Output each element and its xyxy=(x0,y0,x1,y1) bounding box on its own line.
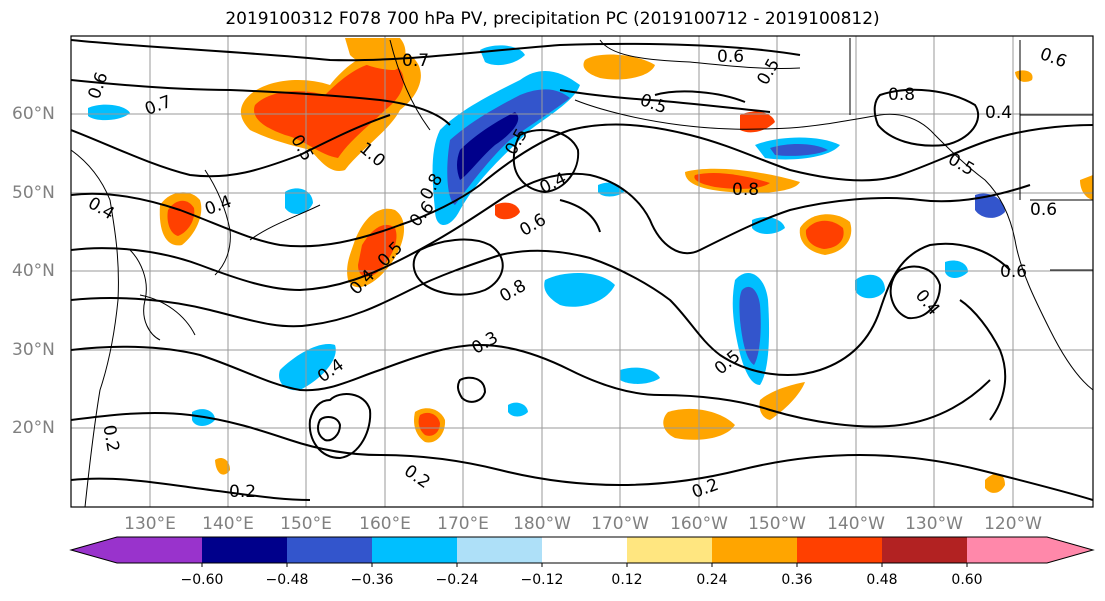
precip-negative-core xyxy=(457,112,519,180)
precip-negative-area xyxy=(508,402,528,417)
colorbar-tick-label: 0.48 xyxy=(866,572,898,588)
precip-negative-mid xyxy=(770,144,828,156)
precip-positive-area xyxy=(985,473,1005,493)
colorbar-tick-label: −0.60 xyxy=(180,572,224,588)
contour-label: 0.6 xyxy=(1037,44,1069,72)
precip-negative-mid xyxy=(447,89,570,205)
colorbar-tick-label: 0.36 xyxy=(781,572,813,588)
colorbar-tick-label: −0.36 xyxy=(350,572,394,588)
contour-label: 0.6 xyxy=(516,210,549,241)
contour-label: 0.5 xyxy=(753,55,784,88)
precip-positive-core xyxy=(254,62,404,159)
precip-negative-area xyxy=(544,273,615,307)
precip-positive-area xyxy=(740,111,775,133)
colorbar-outline xyxy=(69,536,1095,564)
lon-label: 160°E xyxy=(359,514,411,534)
precip-negative-area xyxy=(88,104,130,121)
precip-positive-core xyxy=(418,412,440,436)
contour-label: 0.2 xyxy=(400,461,434,493)
lat-label: 30°N xyxy=(12,340,55,360)
colorbar-tick-label: 0.60 xyxy=(951,572,983,588)
precip-negative-area xyxy=(279,344,336,391)
graticule xyxy=(71,36,1093,507)
lon-label: 120°W xyxy=(984,514,1042,534)
lat-label: 50°N xyxy=(12,183,55,203)
colorbar-segment xyxy=(372,537,457,563)
colorbar-tick-label: 0.12 xyxy=(611,572,643,588)
precip-positive-area xyxy=(583,54,655,80)
map-frame xyxy=(70,35,1094,508)
colorbar-segment xyxy=(967,537,1047,563)
pv-contours xyxy=(71,39,1093,501)
precip-negative-area xyxy=(855,274,885,299)
lon-label: 150°W xyxy=(748,514,806,534)
contour-label: 0.6 xyxy=(85,70,113,102)
precip-negative-area xyxy=(975,193,1005,218)
colorbar-segment xyxy=(712,537,797,563)
precip-negative-area xyxy=(620,367,660,384)
contour-label: 0.4 xyxy=(985,103,1012,123)
colorbar-segment xyxy=(542,537,627,563)
precip-positive-area xyxy=(1080,175,1093,200)
lat-label: 20°N xyxy=(12,418,55,438)
precip-positive-core xyxy=(805,220,844,249)
precip-positive-core xyxy=(167,200,195,236)
lat-label: 40°N xyxy=(12,261,55,281)
contour-label: 0.2 xyxy=(98,423,122,453)
lon-label: 150°E xyxy=(280,514,332,534)
lat-label: 60°N xyxy=(12,104,55,124)
contour-label: 0.8 xyxy=(732,180,759,200)
contour-label: 0.3 xyxy=(468,328,501,359)
precip-positive-area xyxy=(215,458,230,475)
precip-shading xyxy=(88,38,1093,493)
precip-positive-core xyxy=(358,224,397,277)
lon-label: 140°E xyxy=(202,514,254,534)
colorbar-extend-high xyxy=(1047,537,1093,563)
contour-label: 0.7 xyxy=(402,51,429,71)
lon-label: 140°W xyxy=(827,514,885,534)
precip-negative-mid xyxy=(739,286,761,365)
contour-label: 0.6 xyxy=(1000,262,1027,282)
colorbar-segment xyxy=(797,537,882,563)
contour-label: 0.8 xyxy=(496,276,529,307)
precip-positive-area xyxy=(495,202,520,220)
precip-positive-area xyxy=(1015,70,1033,82)
precip-negative-area xyxy=(752,217,785,234)
lon-label: 170°W xyxy=(591,514,649,534)
contour-label: 0.6 xyxy=(717,47,744,67)
precip-positive-area xyxy=(345,38,406,70)
colorbar-segment xyxy=(627,537,712,563)
map-title: 2019100312 F078 700 hPa PV, precipitatio… xyxy=(225,9,880,29)
contour-label: 0.7 xyxy=(142,92,174,120)
colorbar-tick-label: −0.24 xyxy=(435,572,479,588)
contour-label: 0.8 xyxy=(888,85,915,105)
precip-negative-area xyxy=(945,260,968,278)
contour-label: 0.2 xyxy=(229,482,256,502)
contour-label: 0.5 xyxy=(944,149,977,180)
colorbar-segment xyxy=(457,537,542,563)
lon-label: 160°W xyxy=(670,514,728,534)
precip-positive-core xyxy=(694,172,770,189)
contour-label: 0.6 xyxy=(1030,200,1057,220)
contour-label: 0.4 xyxy=(202,192,234,220)
lon-label: 130°E xyxy=(124,514,176,534)
colorbar-segment xyxy=(882,537,967,563)
colorbar-segment xyxy=(117,537,202,563)
colorbar-segment xyxy=(287,537,372,563)
colorbar-segment xyxy=(202,537,287,563)
coastlines xyxy=(71,38,1093,507)
colorbar-tick-label: −0.12 xyxy=(520,572,564,588)
colorbar-extend-low xyxy=(71,537,117,563)
lon-label: 180°W xyxy=(513,514,571,534)
colorbar xyxy=(69,536,1095,567)
colorbar-tick-label: −0.48 xyxy=(265,572,309,588)
lon-label: 170°E xyxy=(437,514,489,534)
colorbar-tick-label: 0.24 xyxy=(696,572,728,588)
lon-label: 130°W xyxy=(905,514,963,534)
